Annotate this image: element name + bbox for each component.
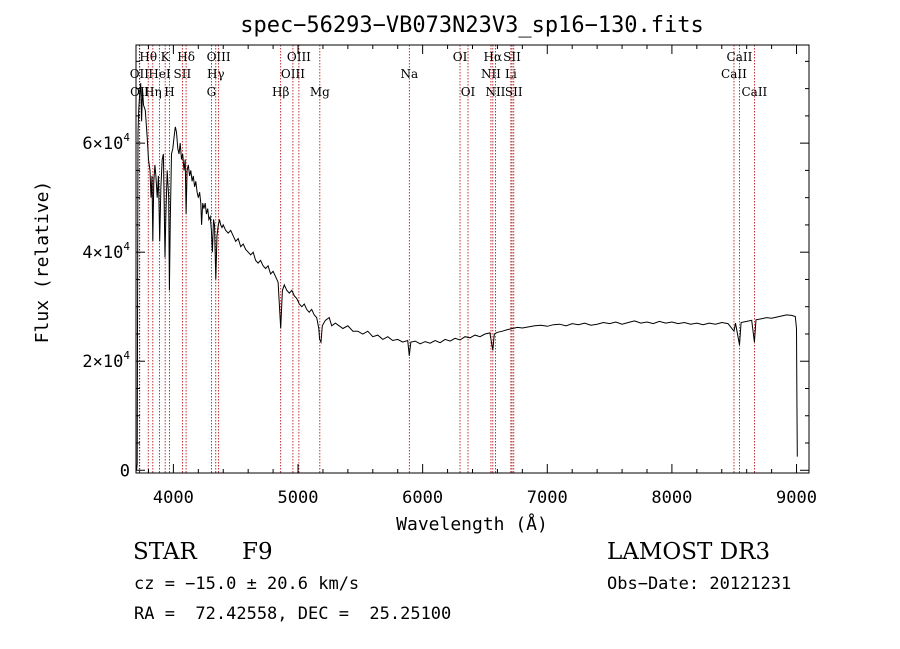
spectral-line-label-0: OII xyxy=(130,67,150,81)
x-tick-label-5: 9000 xyxy=(776,488,817,508)
spectral-line-label-9: G xyxy=(207,85,217,99)
spectral-line-label-18: OI xyxy=(461,85,476,99)
x-tick-label-0: 4000 xyxy=(153,488,194,508)
object-class: STAR xyxy=(133,539,197,565)
plot-frame xyxy=(135,44,810,474)
spectral-line-label-20: Hα xyxy=(484,50,503,64)
spectral-line-label-5: K xyxy=(161,50,171,64)
x-tick-label-1: 5000 xyxy=(278,488,319,508)
spectral-line-label-13: OIII xyxy=(281,67,305,81)
survey-name: LAMOST DR3 xyxy=(607,539,771,565)
spectral-line-label-24: SII xyxy=(505,85,523,99)
x-tick-label-4: 8000 xyxy=(651,488,692,508)
chart-title: spec−56293−VB073N23V3_sp16−130.fits xyxy=(240,13,704,38)
spectral-line-label-10: OIII xyxy=(207,50,231,64)
spectral-line-label-12: Hβ xyxy=(272,85,289,99)
spectral-line-label-3: Hη xyxy=(144,85,162,99)
spectral-line-label-23: Li xyxy=(505,67,517,81)
spectral-line-label-6: H xyxy=(164,85,174,99)
x-tick-label-2: 6000 xyxy=(402,488,443,508)
x-axis-ticks: 4000 5000 6000 7000 8000 9000 xyxy=(147,45,817,508)
spectral-line-label-2: Hθ xyxy=(139,50,157,64)
spectral-line-label-17: OI xyxy=(453,50,468,64)
y-tick-label-2: 4×104 xyxy=(82,240,130,263)
spectral-line-labels: OIIOIIHθHηHeIKHSIIHδGOIIIHγHβOIIIOIIIMgN… xyxy=(130,50,768,99)
redshift-value: cz = −15.0 ± 20.6 km/s xyxy=(134,574,360,594)
spectral-line-label-15: Mg xyxy=(310,85,330,99)
spectral-line-label-26: CaII xyxy=(727,50,753,64)
object-subclass: F9 xyxy=(242,539,273,565)
observation-date: Obs−Date: 20121231 xyxy=(607,574,792,594)
spectral-line-label-4: HeI xyxy=(148,67,171,81)
y-tick-label-1: 2×104 xyxy=(82,349,130,372)
y-axis-label: Flux (relative) xyxy=(32,181,53,344)
spectral-line-label-16: Na xyxy=(400,67,418,81)
spectral-line-label-14: OIII xyxy=(287,50,311,64)
y-tick-label-0: 0 xyxy=(120,461,130,481)
spectral-line-label-8: Hδ xyxy=(177,50,195,64)
x-axis-label: Wavelength (Å) xyxy=(396,513,548,535)
spectral-line-label-22: SII xyxy=(503,50,521,64)
spectral-line-label-21: NII xyxy=(485,85,505,99)
spectral-line-markers xyxy=(138,45,755,473)
spectral-line-label-27: CaII xyxy=(741,85,767,99)
spectral-line-label-7: SII xyxy=(174,67,192,81)
spectral-line-label-19: NII xyxy=(481,67,501,81)
y-axis-ticks: 0 2×104 4×104 6×104 xyxy=(82,60,809,481)
spectral-line-label-25: CaII xyxy=(721,67,747,81)
spectral-line-label-11: Hγ xyxy=(207,67,225,81)
x-tick-label-3: 7000 xyxy=(527,488,568,508)
flux-series-line xyxy=(136,83,798,471)
coordinates: RA = 72.42558, DEC = 25.25100 xyxy=(134,604,452,624)
y-tick-label-3: 6×104 xyxy=(82,131,130,154)
